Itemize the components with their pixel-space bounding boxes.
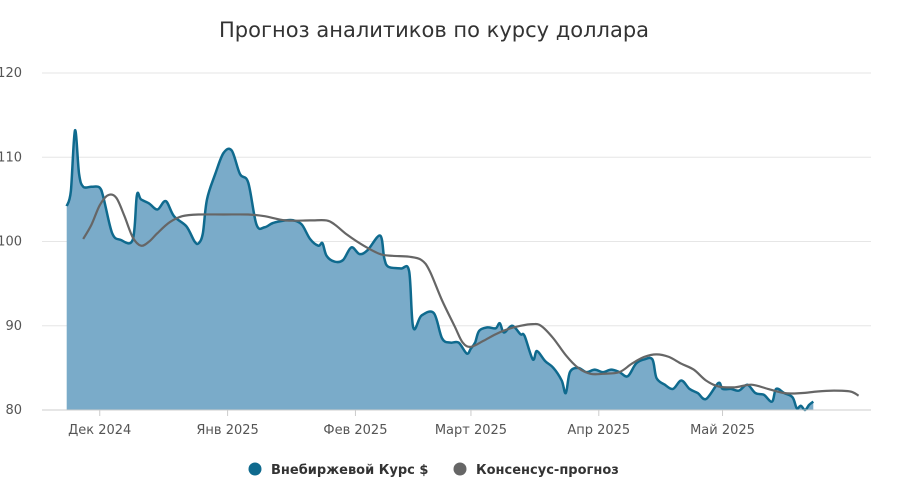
y-tick-label-1: 90 (5, 319, 22, 334)
y-tick-label-4: 120 (0, 66, 22, 81)
legend-marker-0 (248, 462, 262, 476)
plot-area (65, 129, 860, 412)
legend[interactable]: Внебиржевой Курс $ Консенсус-прогноз (248, 462, 619, 479)
legend-item-0[interactable]: Внебиржевой Курс $ (248, 462, 429, 479)
y-tick-label-3: 110 (0, 150, 22, 165)
legend-label-1[interactable]: Консенсус-прогноз (476, 463, 619, 478)
legend-label-0[interactable]: Внебиржевой Курс $ (271, 463, 428, 478)
chart-title: Прогноз аналитиков по курсу доллара (219, 18, 649, 42)
x-tick-label-1: Янв 2025 (196, 423, 258, 438)
legend-marker-1 (453, 462, 467, 476)
x-tick-label-2: Фев 2025 (323, 423, 387, 438)
x-tick-label-3: Март 2025 (435, 423, 507, 438)
y-tick-label-0: 80 (5, 403, 22, 418)
series-0-line (65, 129, 815, 412)
series-0-area (66, 130, 814, 411)
x-tick-label-4: Апр 2025 (567, 423, 630, 438)
axes: 80 90 100 110 120 Дек 2024 Янв 2025 Фев 2025 Мар… (0, 66, 871, 438)
y-tick-label-2: 100 (0, 235, 22, 250)
legend-item-1[interactable]: Консенсус-прогноз (453, 462, 619, 479)
x-tick-label-5: Май 2025 (690, 423, 755, 438)
x-tick-label-0: Дек 2024 (68, 423, 131, 438)
series-1-line (82, 193, 860, 397)
